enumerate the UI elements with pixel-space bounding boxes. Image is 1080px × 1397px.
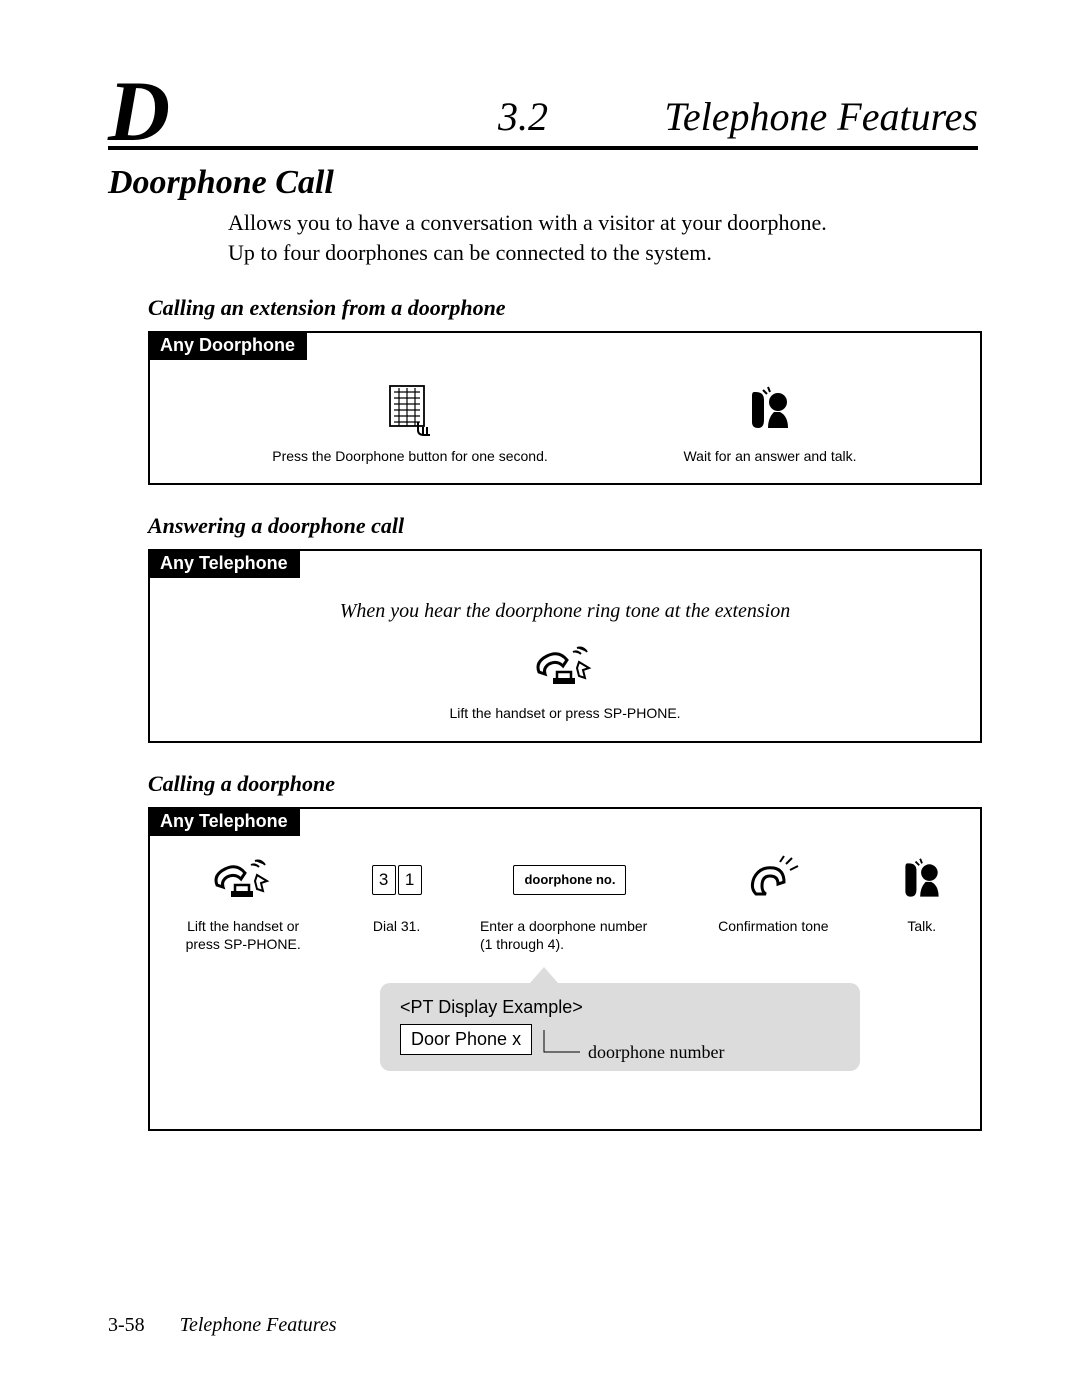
intro-text: Allows you to have a conversation with a… [228,208,978,267]
step-caption: Enter a doorphone number(1 through 4). [480,918,660,953]
panel-calling-doorphone: Any Telephone Lift the handset or [148,807,982,1131]
keycap-doorphone-no: doorphone no. [513,865,626,895]
keycap-1: 1 [398,865,422,895]
section-letter: D [108,68,170,154]
doorphone-no-key: doorphone no. [480,850,660,910]
note-ring-tone: When you hear the doorphone ring tone at… [160,600,970,623]
lift-handset-icon [435,637,695,697]
tab-any-doorphone: Any Doorphone [148,331,307,360]
page-header: D 3.2 Telephone Features [108,60,978,150]
keycap-3: 3 [372,865,396,895]
talk-icon [675,380,865,440]
intro-line-2: Up to four doorphones can be connected t… [228,240,712,265]
intro-line-1: Allows you to have a conversation with a… [228,210,827,235]
pt-display: Door Phone x [400,1024,532,1055]
callout-note: doorphone number [588,1042,724,1063]
panel-answering: Any Telephone When you hear the doorphon… [148,549,982,743]
tab-any-telephone: Any Telephone [148,549,300,578]
pt-display-callout: <PT Display Example> Door Phone x doorph… [380,983,860,1071]
step-caption: Press the Doorphone button for one secon… [265,448,555,466]
page-footer: 3-58 Telephone Features [108,1314,337,1337]
step-caption: Lift the handset orpress SP-PHONE. [173,918,313,953]
keypad-press-icon [265,380,555,440]
subheading-answering: Answering a doorphone call [148,513,978,539]
tab-any-telephone-2: Any Telephone [148,807,300,836]
callout-title: <PT Display Example> [400,997,840,1018]
step-caption: Talk. [887,918,957,936]
step-caption: Dial 31. [362,918,432,936]
step-caption: Confirmation tone [708,918,838,936]
talk-icon [887,850,957,910]
step-caption: Wait for an answer and talk. [675,448,865,466]
subheading-calling-from-doorphone: Calling an extension from a doorphone [148,295,978,321]
confirmation-tone-icon [708,850,838,910]
panel-any-doorphone: Any Doorphone [148,331,982,485]
dial-keys: 3 1 [362,850,432,910]
footer-title: Telephone Features [180,1314,337,1336]
section-title: Telephone Features [664,93,978,140]
step-caption: Lift the handset or press SP-PHONE. [435,705,695,723]
page-title: Doorphone Call [108,164,978,202]
lift-handset-icon [173,850,313,910]
footer-page-number: 3-58 [108,1314,145,1336]
section-number: 3.2 [498,93,548,140]
subheading-calling-doorphone: Calling a doorphone [148,771,978,797]
